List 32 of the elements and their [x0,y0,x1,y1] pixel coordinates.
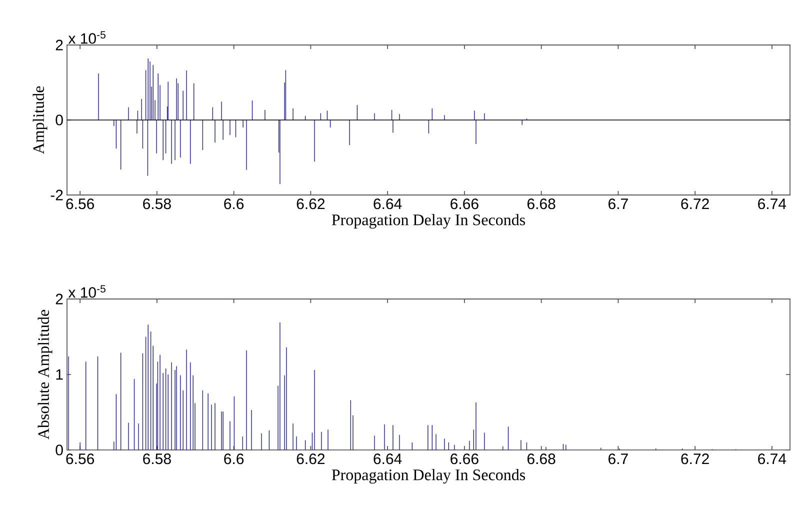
x-tick-label: 6.74 [758,198,786,210]
y-tick-label: 0 [56,444,63,456]
x-tick-label: 6.7 [608,454,628,464]
y-axis-title: Amplitude [32,86,48,154]
text: x 10$^{-5}$ [68,285,106,298]
x-tick-label: 6.6 [224,454,244,464]
x-tick-label: 6.74 [758,454,786,464]
x-tick-label: 6.72 [681,454,709,464]
x-tick-label: 6.66 [450,454,478,464]
y-tick-label: -2 [50,190,63,200]
x-tick-label: 6.66 [450,198,478,210]
x-tick-label: 6.62 [296,198,325,210]
x-tick-label: 6.6 [224,198,244,210]
x-tick-label: 6.68 [527,198,556,210]
y-tick-label: 0 [56,114,63,126]
x-tick-label: 6.56 [66,454,94,464]
x-tick-label: 6.64 [374,454,402,464]
x-tick-label: 6.72 [681,198,709,210]
y-tick-label: 1 [56,369,63,380]
x-tick-label: 6.58 [143,454,171,464]
y-axis-title: Absolute Amplitude [38,310,52,440]
x-tick-label: 6.7 [608,198,628,210]
x-axis-title: Propagation Delay In Seconds [332,214,526,229]
y-tick-label: 2 [56,294,63,304]
text: x 10$^{-5}$ [68,31,106,44]
x-axis-title: Propagation Delay In Seconds [332,469,526,484]
x-tick-label: 6.58 [143,198,171,210]
x-tick-label: 6.56 [66,198,94,210]
x-tick-label: 6.68 [527,454,556,464]
x-tick-label: 6.62 [296,454,325,464]
x-tick-label: 6.64 [374,198,402,210]
y-tick-label: 2 [56,40,63,50]
